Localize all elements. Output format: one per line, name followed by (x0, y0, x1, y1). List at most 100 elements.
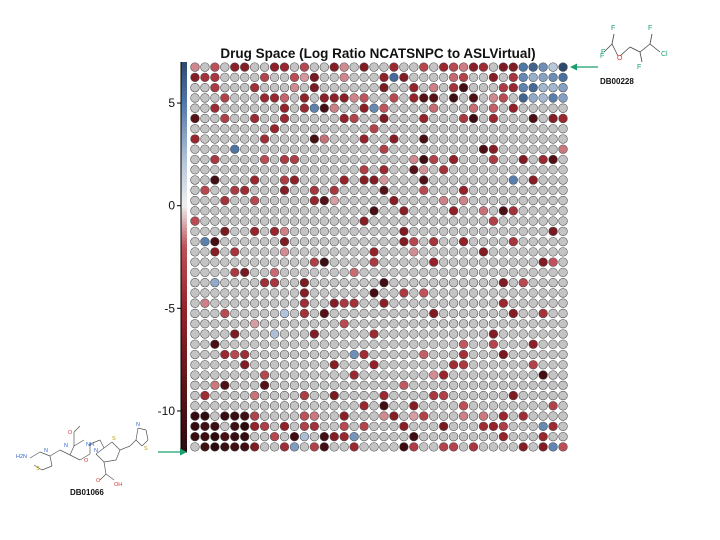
heatmap-cell (538, 185, 548, 195)
heatmap-cell (299, 442, 310, 452)
heatmap-cell (488, 175, 499, 185)
heatmap-cell (488, 113, 499, 124)
colorbar-segment (181, 71, 187, 76)
heatmap-cell (299, 206, 310, 216)
heatmap-cell (359, 62, 369, 72)
heatmap-cell (269, 195, 280, 206)
heatmap-cell (528, 267, 538, 278)
heatmap-cell (329, 267, 339, 278)
heatmap-cell (230, 206, 240, 216)
heatmap-cell (339, 267, 349, 278)
heatmap-cell (369, 339, 379, 349)
heatmap-cell (439, 154, 449, 165)
arrow-head-top (570, 63, 577, 71)
colorbar-segment (181, 218, 187, 222)
colorbar-segment (181, 289, 187, 294)
heatmap-cell (558, 298, 568, 308)
heatmap-cell (349, 442, 359, 452)
heatmap-cell (200, 72, 210, 83)
heatmap-cell (230, 62, 240, 72)
heatmap-cell (329, 134, 339, 144)
heatmap-cell (369, 360, 379, 370)
heatmap-cell (289, 154, 300, 165)
heatmap-cell (230, 144, 240, 154)
heatmap-cell (518, 247, 528, 257)
heatmap-cell (488, 360, 499, 370)
heatmap-cell (488, 247, 499, 257)
heatmap-cell (369, 72, 379, 83)
heatmap-cell (349, 165, 359, 175)
heatmap-cell (220, 349, 230, 360)
heatmap-cell (369, 134, 379, 144)
heatmap-cell (468, 124, 479, 134)
molecule-atom: S (36, 466, 40, 472)
heatmap-cell (518, 62, 528, 72)
heatmap-cell (349, 390, 359, 401)
heatmap-cell (299, 236, 310, 247)
heatmap-cell (299, 349, 310, 360)
heatmap-cell (409, 339, 419, 349)
heatmap-cell (250, 103, 260, 113)
heatmap-cell (458, 113, 469, 124)
heatmap-cell (478, 390, 489, 401)
heatmap-cell (299, 360, 310, 370)
heatmap-cell (389, 329, 399, 339)
heatmap-cell (230, 370, 240, 380)
heatmap-cell (240, 247, 250, 257)
heatmap-cell (289, 93, 300, 103)
colorbar-segment (181, 91, 187, 96)
heatmap-cell (508, 93, 518, 103)
heatmap-cell (200, 236, 210, 247)
colorbar-segment (181, 273, 187, 278)
heatmap-cell (240, 83, 250, 93)
heatmap-cell (359, 267, 369, 278)
colorbar-segment (181, 104, 187, 109)
heatmap-cell (558, 175, 568, 185)
heatmap-cell (389, 124, 399, 134)
heatmap-cell (269, 380, 280, 390)
heatmap-cell (319, 380, 329, 390)
heatmap-cell (508, 308, 518, 319)
heatmap-cell (210, 216, 220, 226)
heatmap-cell (419, 298, 429, 308)
heatmap-cell (399, 349, 409, 360)
heatmap-cell (448, 236, 459, 247)
heatmap-cell (349, 329, 359, 339)
colorbar-segment (181, 351, 187, 356)
heatmap-cell (190, 226, 200, 236)
colorbar-segment (181, 84, 187, 89)
heatmap-cell (230, 247, 240, 257)
heatmap-cell (548, 83, 558, 93)
heatmap-cell (448, 319, 459, 329)
heatmap-cell (359, 278, 369, 288)
heatmap-cell (309, 154, 319, 165)
heatmap-cell (269, 113, 280, 124)
heatmap-cell (349, 308, 359, 319)
heatmap-cell (369, 257, 379, 267)
heatmap-cell (250, 175, 260, 185)
heatmap-cell (190, 134, 200, 144)
heatmap-cell (498, 103, 508, 113)
heatmap-cell (279, 113, 290, 124)
heatmap-cell (429, 83, 439, 93)
heatmap-cell (448, 401, 459, 411)
heatmap-cell (329, 401, 339, 411)
heatmap-cell (478, 360, 489, 370)
molecule-bond (99, 473, 107, 481)
heatmap-cell (200, 431, 210, 442)
heatmap-cell (508, 216, 518, 226)
heatmap-cell (409, 329, 419, 339)
heatmap-cell (498, 216, 508, 226)
heatmap-cell (269, 216, 280, 226)
heatmap-cell (488, 226, 499, 236)
heatmap-cell (518, 185, 528, 195)
heatmap-cell (259, 257, 270, 267)
heatmap-cell (250, 257, 260, 267)
heatmap-cell (200, 226, 210, 236)
heatmap-cell (269, 236, 280, 247)
heatmap-cell (339, 257, 349, 267)
heatmap-cell (319, 124, 329, 134)
heatmap-cell (548, 401, 558, 411)
heatmap-cell (429, 144, 439, 154)
